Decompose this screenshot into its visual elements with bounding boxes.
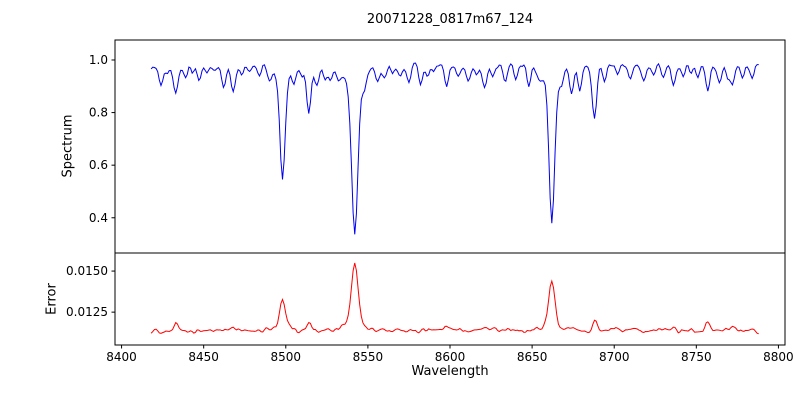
y-tick-label: 0.4 — [89, 211, 108, 225]
x-tick-label: 8600 — [435, 350, 466, 364]
y-tick-label: 0.6 — [89, 158, 108, 172]
error-line — [150, 262, 759, 335]
x-tick-label: 8750 — [681, 350, 712, 364]
x-tick-label: 8450 — [188, 350, 219, 364]
y-tick-label: 0.8 — [89, 106, 108, 120]
y-tick-label: 1.0 — [89, 53, 108, 67]
error-panel-border — [114, 252, 786, 346]
spectrum-line — [150, 62, 759, 235]
y-tick-label: 0.0150 — [66, 264, 108, 278]
x-axis-label: Wavelength — [411, 364, 489, 379]
plot-title: 20071228_0817m67_124 — [366, 12, 534, 27]
x-tick-label: 8650 — [517, 350, 548, 364]
x-tick-label: 8500 — [271, 350, 302, 364]
x-tick-label: 8800 — [763, 350, 794, 364]
x-tick-label: 8700 — [599, 350, 630, 364]
x-tick-label: 8400 — [106, 350, 137, 364]
y-tick-label: 0.0125 — [66, 305, 108, 319]
x-tick-label: 8550 — [353, 350, 384, 364]
